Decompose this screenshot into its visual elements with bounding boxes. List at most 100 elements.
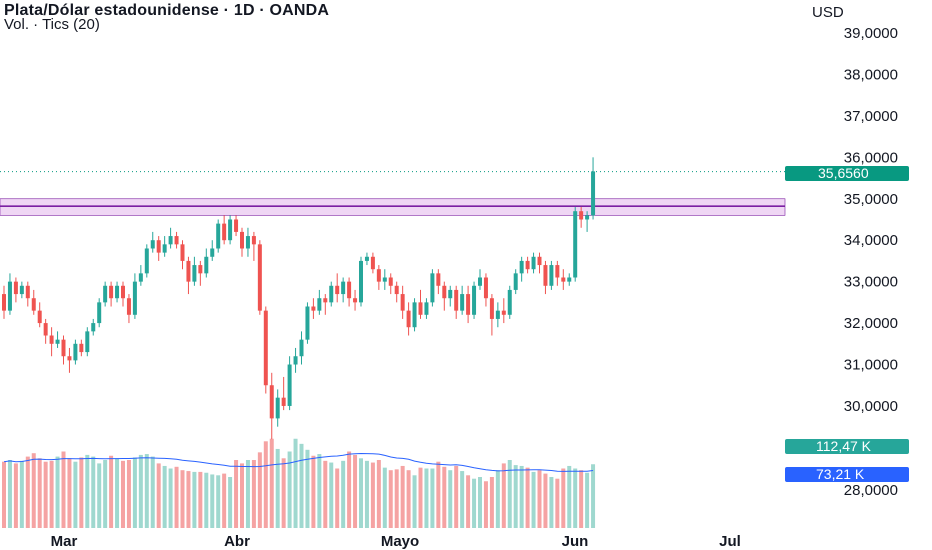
candle bbox=[364, 252, 369, 266]
volume-bar bbox=[257, 452, 262, 528]
volume-bar bbox=[222, 473, 227, 528]
candle-body bbox=[49, 335, 54, 344]
time-tick-label: Jul bbox=[719, 533, 741, 550]
candle-body bbox=[573, 211, 578, 278]
candle bbox=[359, 256, 363, 307]
volume-bar bbox=[406, 470, 411, 528]
volume-bar bbox=[478, 477, 482, 528]
volume-bar bbox=[317, 454, 322, 528]
candle bbox=[353, 289, 358, 311]
candle bbox=[347, 277, 352, 307]
candle bbox=[85, 327, 90, 357]
volume-bar bbox=[543, 473, 548, 528]
volume-indicator-label[interactable]: Vol. · Tics (20) bbox=[4, 16, 100, 33]
candle-body bbox=[472, 285, 477, 315]
candle-body bbox=[293, 356, 298, 365]
candle bbox=[257, 240, 262, 315]
candle-body bbox=[67, 356, 72, 361]
candle-body bbox=[311, 306, 316, 311]
candle-body bbox=[305, 306, 310, 340]
price-tick-label: 37,0000 bbox=[844, 108, 898, 125]
candle-body bbox=[436, 273, 441, 286]
volume-bar bbox=[263, 441, 268, 528]
volume-bar bbox=[501, 463, 506, 528]
volume-bar bbox=[341, 460, 346, 528]
volume-bar bbox=[150, 456, 155, 528]
candle bbox=[305, 302, 310, 344]
candle-body bbox=[192, 265, 197, 282]
candle bbox=[400, 285, 405, 319]
candle-body bbox=[204, 256, 209, 274]
candle bbox=[448, 285, 453, 307]
candle bbox=[73, 339, 78, 365]
candle bbox=[394, 281, 399, 303]
candle-body bbox=[448, 289, 453, 299]
candle bbox=[317, 289, 322, 315]
candle-body bbox=[359, 260, 363, 303]
candle-body bbox=[406, 310, 411, 328]
volume-bar bbox=[234, 460, 239, 528]
price-tick-label: 39,0000 bbox=[844, 25, 898, 42]
time-tick-label: Mar bbox=[51, 533, 78, 550]
volume-bar bbox=[567, 465, 572, 528]
volume-bar bbox=[121, 460, 125, 528]
volume-bar bbox=[287, 451, 292, 528]
volume-bar bbox=[132, 457, 137, 528]
candle-body bbox=[341, 281, 346, 295]
volume-bar bbox=[495, 470, 500, 528]
candle-body bbox=[55, 339, 60, 344]
candle-body bbox=[483, 277, 488, 299]
candle bbox=[555, 260, 560, 286]
candle bbox=[561, 269, 566, 290]
candles bbox=[2, 157, 596, 440]
candle bbox=[43, 318, 48, 344]
candle-body bbox=[388, 277, 393, 286]
volume-ma-line bbox=[3, 452, 594, 472]
candle-body bbox=[525, 260, 530, 270]
volume-bar bbox=[162, 465, 167, 528]
candle bbox=[460, 285, 465, 315]
volume-bar bbox=[293, 438, 298, 528]
candle bbox=[192, 256, 197, 286]
candle bbox=[228, 215, 233, 245]
candle bbox=[424, 298, 429, 319]
volume-bar bbox=[299, 443, 304, 528]
time-axis: Mar Abr Mayo Jun Jul bbox=[51, 533, 741, 550]
candle bbox=[591, 157, 596, 220]
candle bbox=[168, 227, 173, 249]
volume-bar bbox=[79, 457, 84, 528]
volume-bar bbox=[370, 462, 375, 528]
volume-bar bbox=[359, 458, 363, 528]
candle-body bbox=[31, 298, 36, 311]
candle bbox=[406, 302, 411, 336]
volume-bar bbox=[519, 465, 524, 528]
candle-body bbox=[585, 215, 590, 220]
candle bbox=[489, 294, 494, 336]
volume-bar bbox=[555, 478, 560, 528]
candle-body bbox=[287, 364, 292, 406]
currency-label[interactable]: USD bbox=[812, 4, 844, 21]
volume-bar bbox=[37, 458, 42, 528]
price-tick-label: 30,0000 bbox=[844, 398, 898, 415]
candle bbox=[376, 265, 381, 290]
volume-bar bbox=[448, 470, 453, 528]
candle bbox=[573, 207, 578, 282]
volume-bar bbox=[483, 481, 488, 528]
volume-bar bbox=[115, 458, 120, 528]
volume-bar bbox=[210, 474, 215, 528]
candle-body bbox=[7, 281, 12, 311]
volume-bar bbox=[281, 458, 286, 528]
candle-body bbox=[460, 294, 465, 311]
candle bbox=[335, 273, 340, 303]
resistance-zone-band bbox=[0, 198, 786, 216]
volume-bar bbox=[311, 455, 316, 528]
candle bbox=[13, 277, 18, 303]
candle-body bbox=[507, 289, 512, 315]
volume-bar bbox=[144, 454, 149, 528]
candle bbox=[115, 281, 120, 303]
volume-bar bbox=[388, 470, 393, 528]
candle-body bbox=[97, 302, 102, 324]
candle bbox=[126, 294, 131, 324]
volume-bar bbox=[573, 468, 578, 528]
